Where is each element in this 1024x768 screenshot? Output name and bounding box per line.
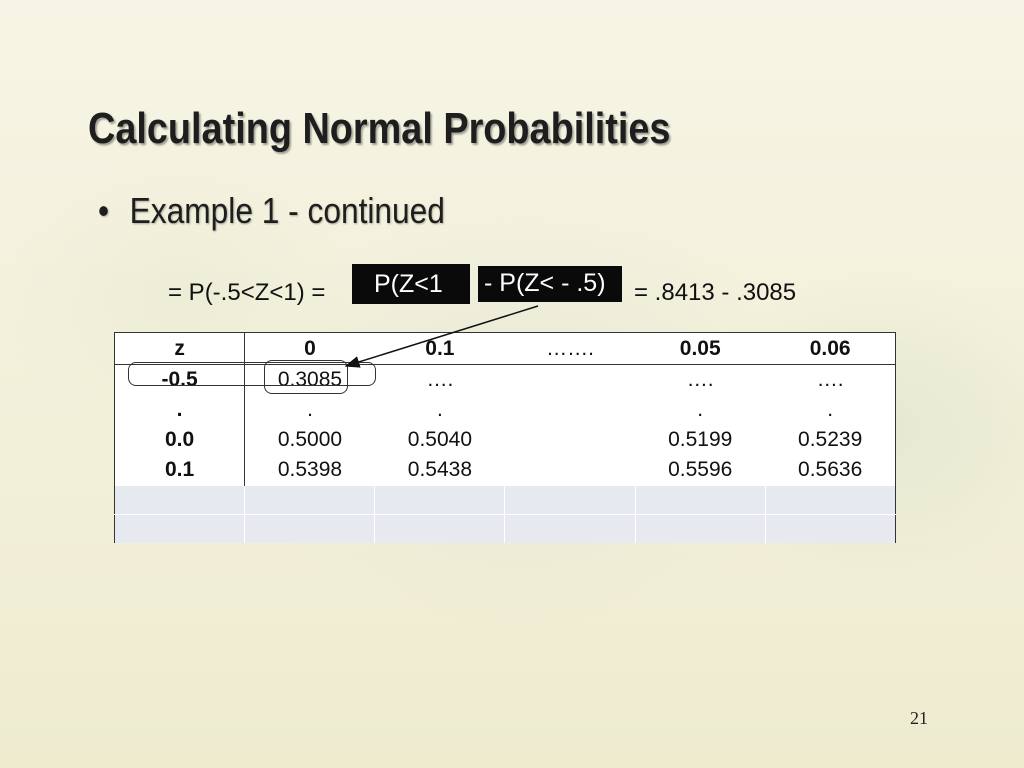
bullet-marker: • [98,190,110,231]
equation-left: = P(-.5<Z<1) = [168,279,326,306]
table-cell: 0.5398 [277,458,343,481]
page-number: 21 [910,708,928,728]
table-cell: 0.5438 [407,458,472,481]
table-cell [504,364,636,395]
row-label: 0.0 [113,425,246,455]
empty-cell [374,514,506,543]
empty-cell [244,514,376,543]
empty-cell [504,514,636,543]
empty-cell [764,485,897,515]
table-cell: 0.5596 [668,458,733,481]
table-empty-row [113,514,897,543]
z-table: z 0 0.1 ……. 0.05 0.06 -0.5 0.3085 …. …. … [113,332,897,543]
empty-cell [374,485,506,515]
table-cell: . [307,398,313,421]
table-header-row: z 0 0.1 ……. 0.05 0.06 [113,332,897,365]
highlight-box-p-z-less-minus-half: - P(Z< - .5) [478,266,622,302]
empty-cell [113,485,246,515]
table-cell: 0.3085 [244,364,375,395]
table-cell: 0.5199 [668,428,733,451]
empty-cell [634,485,766,515]
row-label: . [113,395,246,425]
header-cell-0-1: 0.1 [374,332,505,365]
table-cell: …. [374,364,505,395]
empty-cell [244,485,376,515]
equation-right: = .8413 - .3085 [634,279,797,306]
table-row: 0.0 0.5000 0.5040 0.5199 0.5239 [113,425,897,455]
empty-cell [764,514,897,543]
slide-title: Calculating Normal Probabilities [88,104,671,153]
table-cell: 0.5040 [407,428,472,451]
row-label: 0.1 [113,455,246,486]
header-cell-0: 0 [244,332,375,365]
table-cell: . [697,398,704,421]
highlight-box-p-z-less-1: P(Z<1 [352,264,470,304]
table-cell [505,425,635,455]
empty-cell [113,514,246,543]
table-empty-row [113,485,897,515]
table-cell: …. [635,364,766,395]
table-cell [505,395,635,425]
table-row: . . . . . [113,395,897,425]
table-cell: 0.5239 [765,425,897,455]
bullet-item: • Example 1 - continued [98,190,445,232]
table-cell: 0.5636 [765,455,897,486]
table-cell: . [436,398,443,421]
table-cell: 0.5000 [277,428,343,451]
header-cell-ellipsis: ……. [504,332,636,365]
header-cell-0-06: 0.06 [765,332,897,365]
row-label: -0.5 [113,364,246,395]
table-row: 0.1 0.5398 0.5438 0.5596 0.5636 [113,455,897,486]
table-cell: . [765,395,897,425]
table-row: -0.5 0.3085 …. …. …. [113,364,897,395]
empty-cell [634,514,766,543]
header-cell-0-05: 0.05 [635,332,766,365]
bullet-text: Example 1 - continued [129,190,445,231]
table-cell: …. [765,364,897,395]
table-cell [505,455,635,486]
header-cell-z: z [113,332,246,365]
empty-cell [504,485,636,515]
